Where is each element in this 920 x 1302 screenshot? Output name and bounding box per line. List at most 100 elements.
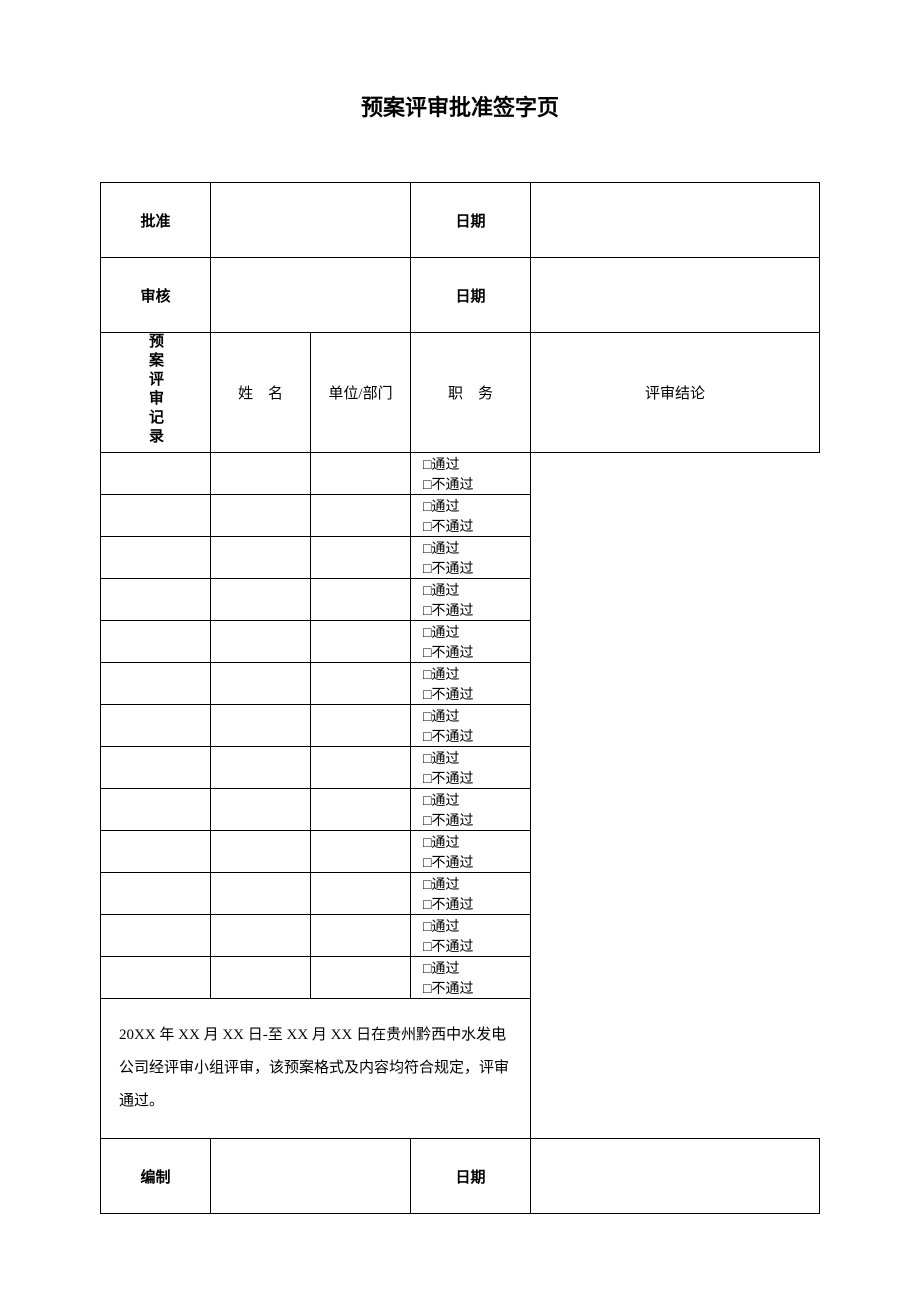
review-duty-cell [311, 747, 411, 789]
checkbox-pass[interactable]: □通过 [423, 706, 459, 726]
approval-date-label: 日期 [411, 183, 531, 258]
audit-date-value [531, 258, 820, 333]
review-name-cell [101, 621, 211, 663]
review-result-cell: □通过□不通过 [411, 537, 531, 579]
review-result-cell: □通过□不通过 [411, 453, 531, 495]
approval-row: 批准 日期 [101, 183, 820, 258]
review-row: □通过□不通过 [101, 705, 820, 747]
checkbox-pass[interactable]: □通过 [423, 748, 459, 768]
audit-label: 审核 [101, 258, 211, 333]
review-dept-cell [211, 747, 311, 789]
checkbox-pass[interactable]: □通过 [423, 832, 459, 852]
review-result-cell: □通过□不通过 [411, 957, 531, 999]
checkbox-pass[interactable]: □通过 [423, 454, 459, 474]
header-duty: 职 务 [411, 333, 531, 453]
review-result-cell: □通过□不通过 [411, 495, 531, 537]
review-duty-cell [311, 579, 411, 621]
header-dept: 单位/部门 [311, 333, 411, 453]
review-dept-cell [211, 873, 311, 915]
review-dept-cell [211, 831, 311, 873]
checkbox-fail[interactable]: □不通过 [423, 684, 473, 704]
approval-label: 批准 [101, 183, 211, 258]
compile-row: 编制 日期 [101, 1139, 820, 1214]
review-dept-cell [211, 915, 311, 957]
checkbox-pass[interactable]: □通过 [423, 496, 459, 516]
review-name-cell [101, 957, 211, 999]
review-row: □通过□不通过 [101, 579, 820, 621]
checkbox-pass[interactable]: □通过 [423, 664, 459, 684]
checkbox-fail[interactable]: □不通过 [423, 726, 473, 746]
review-name-cell [101, 831, 211, 873]
review-dept-cell [211, 579, 311, 621]
checkbox-pass[interactable]: □通过 [423, 790, 459, 810]
audit-date-label: 日期 [411, 258, 531, 333]
checkbox-pass[interactable]: □通过 [423, 538, 459, 558]
review-result-cell: □通过□不通过 [411, 663, 531, 705]
review-row: □通过□不通过 [101, 957, 820, 999]
checkbox-pass[interactable]: □通过 [423, 622, 459, 642]
review-duty-cell [311, 831, 411, 873]
checkbox-fail[interactable]: □不通过 [423, 558, 473, 578]
checkbox-fail[interactable]: □不通过 [423, 810, 473, 830]
audit-row: 审核 日期 [101, 258, 820, 333]
checkbox-fail[interactable]: □不通过 [423, 894, 473, 914]
review-duty-cell [311, 957, 411, 999]
review-dept-cell [211, 705, 311, 747]
review-header-row: 预案评审记录 姓 名 单位/部门 职 务 评审结论 [101, 333, 820, 453]
approval-date-value [531, 183, 820, 258]
review-row: □通过□不通过 [101, 663, 820, 705]
review-result-cell: □通过□不通过 [411, 747, 531, 789]
checkbox-fail[interactable]: □不通过 [423, 474, 473, 494]
review-duty-cell [311, 915, 411, 957]
checkbox-fail[interactable]: □不通过 [423, 768, 473, 788]
review-name-cell [101, 747, 211, 789]
header-name: 姓 名 [211, 333, 311, 453]
review-name-cell [101, 705, 211, 747]
checkbox-pass[interactable]: □通过 [423, 580, 459, 600]
audit-value [211, 258, 411, 333]
compile-date-label: 日期 [411, 1139, 531, 1214]
review-name-cell [101, 579, 211, 621]
review-result-cell: □通过□不通过 [411, 579, 531, 621]
checkbox-pass[interactable]: □通过 [423, 916, 459, 936]
review-duty-cell [311, 705, 411, 747]
review-dept-cell [211, 537, 311, 579]
review-name-cell [101, 789, 211, 831]
review-result-cell: □通过□不通过 [411, 621, 531, 663]
review-row: □通过□不通过 [101, 789, 820, 831]
checkbox-fail[interactable]: □不通过 [423, 852, 473, 872]
review-row: □通过□不通过 [101, 621, 820, 663]
checkbox-fail[interactable]: □不通过 [423, 516, 473, 536]
review-section-label: 预案评审记录 [145, 333, 166, 447]
review-dept-cell [211, 957, 311, 999]
review-dept-cell [211, 789, 311, 831]
review-summary: 20XX 年 XX 月 XX 日-至 XX 月 XX 日在贵州黔西中水发电公司经… [101, 999, 531, 1139]
page-title: 预案评审批准签字页 [100, 90, 820, 122]
review-section-label-cell: 预案评审记录 [101, 333, 211, 453]
checkbox-fail[interactable]: □不通过 [423, 936, 473, 956]
review-duty-cell [311, 453, 411, 495]
review-name-cell [101, 663, 211, 705]
review-duty-cell [311, 663, 411, 705]
review-duty-cell [311, 873, 411, 915]
review-duty-cell [311, 495, 411, 537]
review-dept-cell [211, 495, 311, 537]
review-name-cell [101, 915, 211, 957]
checkbox-pass[interactable]: □通过 [423, 874, 459, 894]
review-result-cell: □通过□不通过 [411, 789, 531, 831]
review-dept-cell [211, 663, 311, 705]
approval-value [211, 183, 411, 258]
review-duty-cell [311, 621, 411, 663]
review-duty-cell [311, 537, 411, 579]
checkbox-fail[interactable]: □不通过 [423, 642, 473, 662]
review-row: □通过□不通过 [101, 747, 820, 789]
checkbox-fail[interactable]: □不通过 [423, 978, 473, 998]
review-name-cell [101, 495, 211, 537]
review-result-cell: □通过□不通过 [411, 831, 531, 873]
review-result-cell: □通过□不通过 [411, 873, 531, 915]
checkbox-fail[interactable]: □不通过 [423, 600, 473, 620]
review-name-cell [101, 873, 211, 915]
checkbox-pass[interactable]: □通过 [423, 958, 459, 978]
review-row: □通过□不通过 [101, 453, 820, 495]
header-result: 评审结论 [531, 333, 820, 453]
